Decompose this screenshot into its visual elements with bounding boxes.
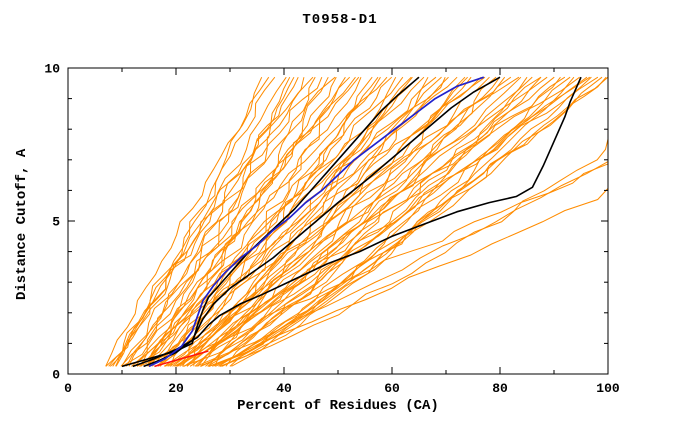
ensemble-curve [196, 76, 506, 367]
y-tick-label: 0 [52, 368, 60, 383]
ensemble-curve [214, 76, 580, 367]
ensemble-curve [208, 77, 609, 367]
chart-title: T0958-D1 [302, 12, 378, 28]
x-tick-label: 80 [492, 381, 508, 396]
ensemble-curve [136, 76, 393, 367]
ensemble-curve [157, 76, 419, 367]
y-axis-label: Distance Cutoff, A [14, 148, 30, 300]
y-tick-label: 10 [44, 62, 60, 77]
ensemble-curve [196, 77, 609, 367]
ensemble-curve [219, 76, 561, 367]
ensemble-curve [126, 76, 336, 367]
ensemble-curve [215, 76, 592, 367]
x-axis-label: Percent of Residues (CA) [237, 398, 439, 414]
ensemble-curve [208, 76, 528, 367]
x-tick-label: 60 [384, 381, 400, 396]
ensemble-curve [121, 76, 291, 367]
ensemble-curve [199, 76, 497, 367]
ensemble-curve [167, 76, 412, 367]
ensemble-curve [186, 76, 472, 367]
ensemble-curve [120, 77, 305, 367]
ensemble-curve [155, 76, 373, 367]
ensemble-curve [139, 76, 346, 367]
x-tick-label: 100 [596, 381, 620, 396]
ensemble-curve [128, 76, 295, 367]
ensemble-curve [225, 76, 591, 367]
ensemble-curve [207, 76, 542, 367]
ensemble-curve [229, 76, 607, 367]
x-tick-label: 20 [168, 381, 184, 396]
red-model-curve [154, 350, 209, 368]
ensemble-curve [112, 76, 287, 367]
ensemble-curve [200, 76, 548, 367]
x-tick-label: 0 [64, 381, 72, 396]
ensemble-curve [182, 76, 466, 367]
ensemble-curve [148, 76, 388, 367]
black-model-2-curve [143, 76, 501, 368]
ensemble-curve [140, 76, 404, 367]
ensemble-curve [115, 76, 276, 367]
x-tick-label: 40 [276, 381, 292, 396]
ensemble-curve [139, 76, 360, 367]
ensemble-curve [108, 76, 299, 367]
ensemble-curve [194, 76, 555, 367]
ensemble-curve [197, 76, 566, 367]
ensemble-curve [177, 76, 429, 367]
ensemble-curve [105, 76, 270, 367]
y-tick-label: 5 [52, 215, 60, 230]
black-model-3-curve [132, 76, 582, 368]
ensemble-curve [152, 76, 437, 367]
blue-model-curve [148, 76, 485, 368]
ensemble-curve [134, 76, 316, 367]
ensemble-curve [189, 76, 512, 367]
ensemble-curve [109, 76, 323, 367]
